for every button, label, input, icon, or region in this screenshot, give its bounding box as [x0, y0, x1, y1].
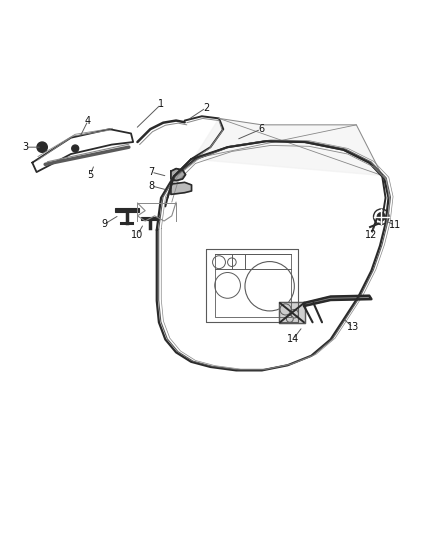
Circle shape: [290, 310, 298, 318]
Text: 6: 6: [258, 124, 264, 134]
Polygon shape: [171, 168, 186, 181]
Text: 12: 12: [365, 230, 378, 240]
Circle shape: [286, 316, 293, 322]
Circle shape: [37, 142, 47, 152]
Polygon shape: [193, 118, 382, 175]
Polygon shape: [304, 296, 371, 306]
FancyBboxPatch shape: [141, 217, 159, 220]
Text: 13: 13: [347, 322, 359, 333]
Text: 3: 3: [22, 142, 28, 152]
Text: 9: 9: [101, 220, 107, 229]
Text: 11: 11: [389, 220, 401, 230]
Text: 2: 2: [203, 103, 209, 112]
Text: 14: 14: [287, 335, 299, 344]
Text: 4: 4: [85, 116, 91, 126]
Text: 5: 5: [87, 169, 93, 180]
Text: 8: 8: [148, 181, 154, 191]
Polygon shape: [171, 182, 191, 195]
Circle shape: [280, 304, 291, 315]
Circle shape: [72, 145, 79, 152]
Circle shape: [377, 213, 385, 221]
Text: 10: 10: [131, 230, 144, 240]
Text: 7: 7: [148, 167, 154, 177]
FancyBboxPatch shape: [115, 208, 138, 212]
Polygon shape: [279, 302, 305, 323]
Text: 1: 1: [158, 99, 164, 109]
